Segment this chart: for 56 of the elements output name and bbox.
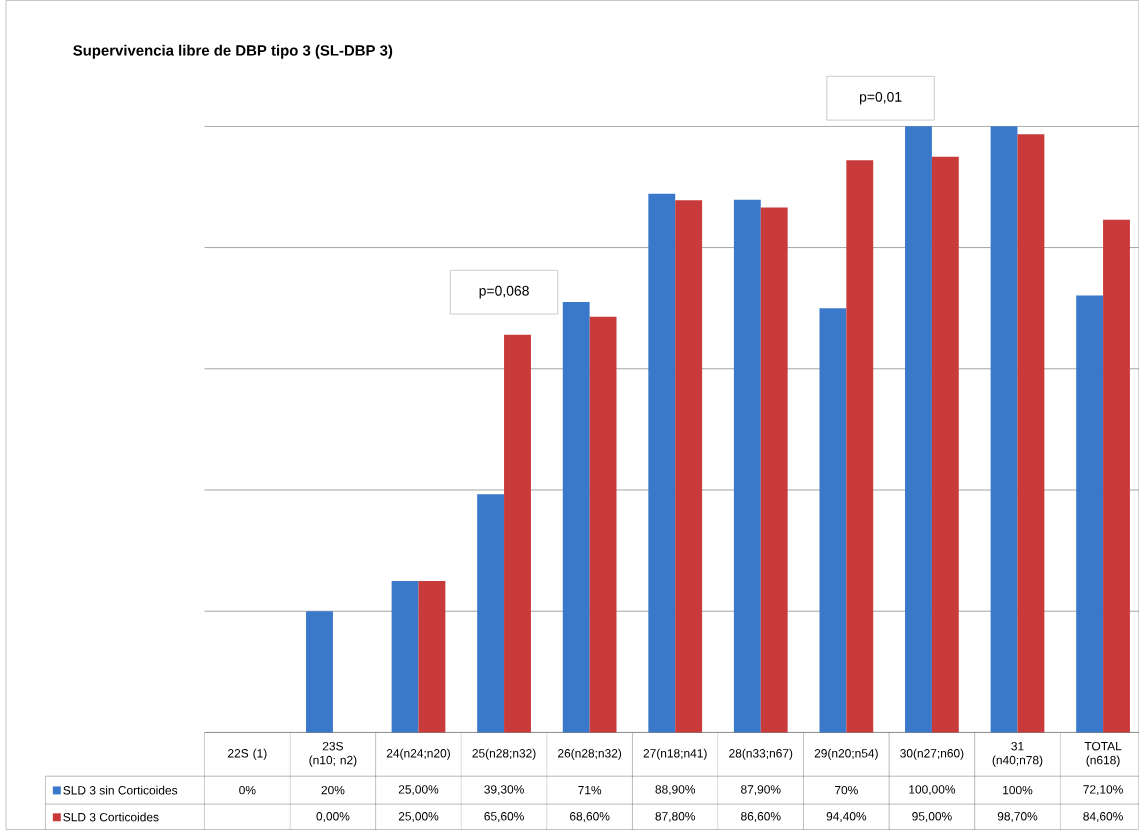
data-label: 0,00% — [316, 812, 350, 822]
data-label: 68,60% — [569, 812, 610, 822]
x-tick-label: 29(n20;n54) — [814, 748, 878, 760]
data-label: 87,90% — [741, 785, 781, 796]
bar — [391, 580, 419, 733]
data-label: 86,60% — [741, 812, 781, 822]
data-label: 20% — [321, 785, 345, 795]
bar — [1103, 219, 1130, 733]
bar — [306, 611, 333, 733]
x-tick-label: 27(n18;n41) — [643, 748, 707, 760]
bar — [562, 302, 590, 733]
chart-title: Supervivencia libre de DBP tipo 3 (SL-DBP 3) — [73, 44, 393, 59]
x-tick-label: 28(n33;n67) — [729, 748, 793, 760]
data-label: 25,00% — [398, 812, 439, 822]
x-tick-label: 24(n24;n20) — [386, 748, 450, 760]
x-tick-label: 31 (n40;n78) — [992, 741, 1043, 767]
bar — [846, 160, 874, 733]
x-tick-label: 22S (1) — [228, 748, 267, 760]
data-label: 0% — [239, 785, 256, 795]
bar — [418, 580, 446, 733]
bar — [477, 494, 505, 733]
bar — [589, 316, 617, 733]
data-label: 98,70% — [997, 812, 1038, 822]
x-tick-label: 23S (n10; n2) — [309, 741, 357, 767]
data-label: 72,10% — [1083, 785, 1123, 796]
bar — [819, 308, 847, 733]
data-label: 39,30% — [484, 785, 524, 796]
data-label: 100% — [1003, 785, 1033, 795]
data-label: 88,90% — [655, 785, 696, 796]
bar — [931, 156, 959, 733]
bar — [504, 334, 531, 733]
data-label: 100,00% — [909, 785, 956, 796]
bar — [1017, 134, 1045, 733]
x-tick-label: 25(n28;n32) — [472, 748, 536, 760]
text: p=0,01 — [859, 91, 902, 105]
data-label: 70% — [835, 785, 858, 795]
data-label: 71% — [578, 785, 602, 795]
x-tick-label: 30(n27;n60) — [900, 748, 964, 760]
bar — [905, 126, 932, 733]
bar — [1076, 295, 1104, 733]
x-tick-label: 26(n28;n32) — [558, 748, 622, 760]
data-label: 95,00% — [912, 812, 952, 822]
data-label: 94,40% — [826, 812, 867, 822]
bar — [990, 126, 1018, 733]
x-tick-label: TOTAL (n618) — [1084, 741, 1122, 767]
legend-label: SLD 3 sin Corticoides — [63, 785, 178, 795]
bar — [760, 207, 788, 733]
data-label: 25,00% — [398, 785, 439, 796]
legend-label: SLD 3 Corticoides — [63, 812, 159, 822]
data-label: 84,60% — [1083, 812, 1123, 822]
data-label: 87,80% — [655, 812, 696, 822]
data-label: 65,60% — [484, 812, 524, 822]
annotation: p=0,068 — [479, 285, 529, 299]
bar — [733, 199, 761, 733]
bar — [675, 200, 703, 733]
bar — [648, 193, 676, 733]
